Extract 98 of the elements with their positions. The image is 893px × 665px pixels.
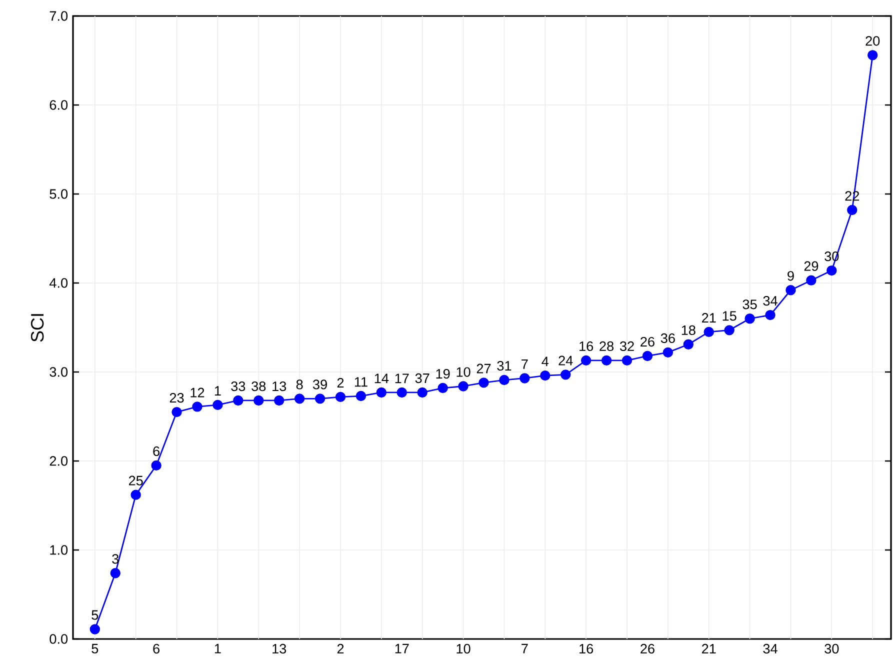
x-tick-label: 13: [272, 644, 286, 654]
annotation: 38: [252, 381, 266, 392]
point: [847, 204, 858, 216]
x-tick-label: 16: [580, 644, 594, 654]
point: [151, 460, 162, 471]
annotation: 28: [600, 341, 614, 352]
annotation: 8: [296, 380, 303, 390]
point: [396, 387, 407, 398]
x-tick-label: 17: [395, 644, 409, 654]
point: [806, 275, 816, 286]
annotation: 31: [497, 360, 512, 371]
point: [765, 310, 776, 320]
point: [560, 370, 571, 380]
annotation: 19: [436, 368, 450, 379]
point: [172, 406, 182, 418]
point: [580, 355, 592, 366]
x-tick-label: 2: [337, 644, 344, 654]
annotation: 11: [354, 377, 368, 387]
point: [254, 395, 264, 406]
point: [212, 400, 223, 410]
annotation: 25: [128, 476, 143, 486]
annotation: 24: [558, 356, 573, 366]
annotation: 37: [415, 373, 430, 384]
point: [867, 50, 878, 60]
annotation: 20: [866, 36, 880, 46]
point: [376, 387, 387, 398]
point: [683, 339, 694, 350]
annotation: 33: [231, 381, 246, 392]
point: [335, 392, 346, 402]
annotation: 5: [92, 610, 98, 620]
point: [458, 381, 468, 392]
y-tick-label: 7.0: [50, 11, 68, 21]
x-tick-label: 6: [153, 644, 160, 654]
point: [110, 568, 120, 578]
annotation: 13: [272, 381, 286, 392]
point: [417, 387, 428, 398]
point: [130, 490, 141, 500]
y-axis-title: SCI: [30, 314, 44, 342]
x-tick-label: 30: [824, 644, 839, 654]
point: [294, 394, 305, 404]
point: [786, 285, 796, 296]
point: [826, 265, 837, 276]
y-tick-label: 6.0: [50, 100, 68, 110]
point: [233, 395, 244, 406]
annotation: 1: [214, 386, 221, 396]
point: [540, 370, 550, 381]
x-tick-label: 34: [763, 644, 778, 654]
x-tick-label: 5: [92, 644, 98, 654]
y-tick-label: 3.0: [50, 367, 68, 377]
point: [499, 374, 510, 386]
point: [274, 395, 284, 406]
annotation: 29: [804, 261, 818, 271]
annotation: 36: [660, 333, 675, 344]
annotation: 6: [153, 446, 160, 456]
point: [704, 326, 714, 338]
x-tick-label: 10: [456, 644, 470, 654]
annotation: 39: [312, 380, 327, 390]
annotation: 32: [620, 341, 634, 352]
point: [90, 624, 100, 634]
point: [478, 378, 489, 388]
y-tick-label: 2.0: [50, 456, 68, 466]
point: [744, 314, 755, 324]
y-tick-label: 0.0: [50, 634, 68, 644]
point: [642, 350, 653, 362]
annotation: 26: [640, 336, 654, 347]
y-tick-label: 4.0: [49, 278, 68, 288]
annotation: 35: [742, 300, 757, 310]
annotation: 23: [170, 393, 184, 403]
point: [356, 390, 366, 402]
point: [724, 325, 734, 336]
annotation: 16: [580, 341, 594, 352]
annotation: 10: [456, 367, 470, 377]
point: [601, 355, 612, 366]
annotation: 14: [374, 374, 389, 384]
x-tick-label: 1: [214, 644, 221, 654]
annotation: 27: [476, 364, 491, 374]
point: [520, 373, 530, 384]
annotation: 4: [542, 356, 549, 366]
y-tick-label: 5.0: [50, 189, 68, 199]
point: [314, 394, 326, 404]
point: [622, 355, 632, 366]
annotation: 34: [763, 296, 778, 306]
annotation: 7: [522, 359, 528, 369]
annotation: 3: [112, 554, 119, 564]
x-tick-label: 21: [702, 644, 716, 654]
point: [192, 402, 202, 412]
annotation: 12: [190, 388, 204, 398]
x-tick-label: 7: [522, 644, 528, 654]
annotation: 15: [722, 311, 736, 321]
annotation: 2: [337, 378, 344, 388]
annotation: 21: [702, 313, 716, 323]
annotation: 18: [682, 325, 696, 336]
annotation: 9: [788, 271, 794, 281]
x-tick-label: 26: [640, 644, 654, 654]
y-tick-label: 1.0: [50, 545, 68, 555]
point: [438, 382, 448, 394]
annotation: 17: [395, 374, 409, 384]
point: [662, 347, 674, 358]
